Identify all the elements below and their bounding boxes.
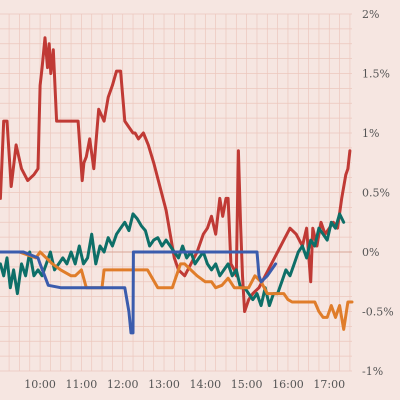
x-tick-label: 17:00 bbox=[313, 378, 345, 391]
y-tick-label: 0% bbox=[362, 246, 379, 259]
x-tick-label: 15:00 bbox=[231, 378, 263, 391]
y-tick-label: -0.5% bbox=[362, 306, 394, 319]
y-tick-label: 0.5% bbox=[362, 187, 390, 200]
x-axis: 10:00 11:00 12:00 13:00 14:00 15:00 16:00 17:00 bbox=[24, 378, 345, 391]
y-tick-label: 1.5% bbox=[362, 68, 390, 81]
x-tick-label: 16:00 bbox=[272, 378, 304, 391]
x-tick-label: 12:00 bbox=[107, 378, 139, 391]
x-tick-label: 13:00 bbox=[148, 378, 180, 391]
y-axis: 2% 1.5% 1% 0.5% 0% -0.5% -1% bbox=[362, 8, 394, 378]
series-line-4 bbox=[0, 250, 278, 335]
series-line-1 bbox=[0, 36, 352, 313]
x-tick-label: 10:00 bbox=[24, 378, 56, 391]
x-tick-label: 14:00 bbox=[189, 378, 221, 391]
y-tick-label: 2% bbox=[362, 8, 379, 21]
series-line-2 bbox=[0, 212, 346, 308]
y-tick-label: -1% bbox=[362, 365, 383, 378]
x-tick-label: 11:00 bbox=[66, 378, 98, 391]
chart-series bbox=[0, 36, 354, 335]
y-tick-label: 1% bbox=[362, 127, 379, 140]
